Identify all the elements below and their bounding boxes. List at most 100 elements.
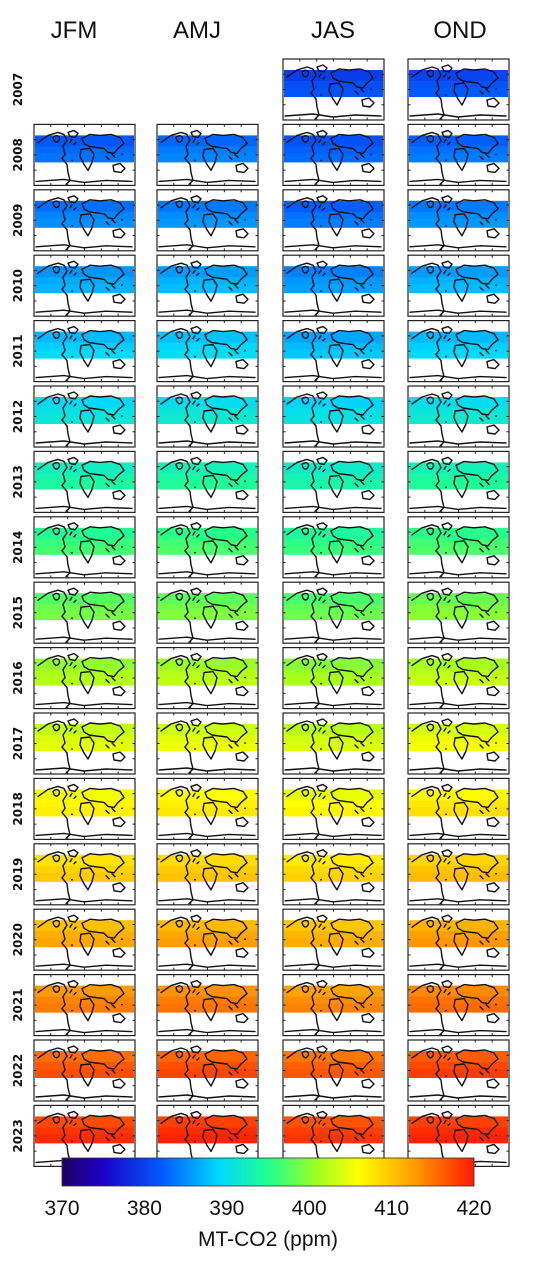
map-data-band — [409, 480, 508, 490]
map-data-band — [35, 807, 134, 817]
map-data-band — [284, 88, 383, 97]
map-panel-jas-2009 — [282, 189, 385, 252]
map-panel-ond-2018 — [407, 777, 510, 841]
map-panel-amj-2016 — [156, 646, 259, 710]
colorbar-gradient — [61, 1157, 475, 1187]
colorbar-label: MT-CO2 (ppm) — [198, 1228, 338, 1251]
map-data-band — [158, 800, 257, 810]
map-data-band — [284, 1062, 383, 1071]
row-label-2019: 2019 — [11, 858, 25, 891]
row-label-2021: 2021 — [11, 988, 25, 1021]
row-label-2016: 2016 — [11, 661, 25, 694]
row-label-2013: 2013 — [11, 465, 25, 498]
map-data-band — [35, 408, 134, 417]
map-data-band — [158, 415, 257, 424]
map-data-band — [158, 931, 257, 941]
map-data-band — [35, 931, 134, 941]
map-panel-ond-2011 — [407, 320, 510, 383]
map-panel-jfm-2015 — [33, 581, 136, 644]
map-data-band — [158, 676, 257, 686]
map-panel-jas-2012 — [282, 385, 385, 448]
map-data-band — [158, 538, 257, 548]
map-panel-jfm-2020 — [33, 908, 136, 971]
map-data-band — [284, 211, 383, 221]
map-data-band — [158, 342, 257, 352]
map-data-band — [409, 865, 508, 875]
map-data-band — [284, 349, 383, 359]
map-data-band — [284, 153, 383, 163]
map-data-band — [158, 872, 257, 882]
map-data-band — [35, 153, 134, 163]
row-label-2009: 2009 — [11, 204, 25, 237]
map-data-band — [35, 735, 134, 744]
map-data-band — [35, 218, 134, 228]
map-data-band — [35, 1134, 134, 1144]
map-data-band — [35, 480, 134, 490]
map-data-band — [409, 938, 508, 948]
map-panel-amj-2013 — [156, 450, 259, 513]
map-data-band — [284, 473, 383, 483]
map-panel-jas-2013 — [282, 450, 385, 513]
map-data-band — [284, 604, 383, 614]
map-data-band — [284, 545, 383, 555]
map-data-band — [409, 1127, 508, 1137]
map-data-band — [409, 669, 508, 679]
panel-grid — [33, 58, 510, 1168]
row-label-2014: 2014 — [11, 531, 25, 564]
map-data-band — [35, 872, 134, 882]
map-panel-jas-2014 — [282, 516, 385, 579]
colorbar-tick-420: 420 — [456, 1197, 491, 1220]
map-panel-jas-2022 — [282, 1039, 385, 1102]
map-data-band — [284, 408, 383, 417]
map-data-band — [409, 211, 508, 221]
map-data-band — [409, 800, 508, 810]
map-data-band — [35, 996, 134, 1006]
colorbar-tick-390: 390 — [209, 1197, 244, 1220]
map-data-band — [409, 146, 508, 156]
map-panel-ond-2022 — [407, 1039, 510, 1102]
row-label-2011: 2011 — [11, 334, 25, 367]
map-data-band — [158, 1003, 257, 1013]
map-data-band — [284, 742, 383, 751]
map-data-band — [35, 938, 134, 948]
map-data-band — [35, 1062, 134, 1071]
map-data-band — [158, 1062, 257, 1071]
map-data-band — [158, 146, 257, 156]
map-panel-jas-2023 — [282, 1104, 385, 1168]
map-panel-ond-2007 — [407, 58, 510, 121]
map-data-band — [409, 284, 508, 294]
row-label-2007: 2007 — [11, 73, 25, 106]
map-data-band — [158, 1127, 257, 1137]
map-data-band — [409, 408, 508, 417]
map-data-band — [35, 545, 134, 555]
map-data-band — [409, 1134, 508, 1144]
map-data-band — [284, 611, 383, 621]
map-data-band — [158, 669, 257, 679]
map-panel-amj-2011 — [156, 320, 259, 383]
map-data-band — [158, 807, 257, 817]
map-data-band — [409, 996, 508, 1006]
colorbar: 370 380 390 400 410 420 MT-CO2 (ppm) — [44, 1157, 492, 1251]
map-panel-jas-2018 — [282, 777, 385, 841]
map-data-band — [284, 735, 383, 744]
map-data-band — [409, 735, 508, 744]
map-data-band — [284, 1069, 383, 1078]
map-panel-amj-2018 — [156, 777, 259, 841]
map-data-band — [409, 611, 508, 621]
map-data-band — [409, 473, 508, 483]
map-data-band — [158, 473, 257, 483]
map-data-band — [35, 669, 134, 679]
map-data-band — [35, 538, 134, 548]
colorbar-tick-410: 410 — [374, 1197, 409, 1220]
map-panel-jas-2007 — [282, 58, 385, 121]
column-header-amj: AMJ — [173, 17, 221, 44]
map-data-band — [35, 1069, 134, 1078]
map-panel-jas-2017 — [282, 712, 385, 775]
map-data-band — [409, 81, 508, 90]
map-data-band — [409, 545, 508, 555]
map-panel-jfm-2010 — [33, 254, 136, 317]
colorbar-ticks: 370 380 390 400 410 420 — [44, 1197, 491, 1220]
map-data-band — [409, 415, 508, 424]
map-panel-ond-2015 — [407, 581, 510, 644]
map-data-band — [284, 284, 383, 294]
